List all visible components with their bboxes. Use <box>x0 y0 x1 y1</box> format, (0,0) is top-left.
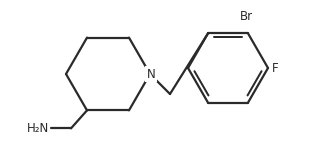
Text: N: N <box>147 67 155 80</box>
Text: H₂N: H₂N <box>27 122 49 135</box>
Text: F: F <box>272 61 279 74</box>
Text: Br: Br <box>239 10 253 23</box>
